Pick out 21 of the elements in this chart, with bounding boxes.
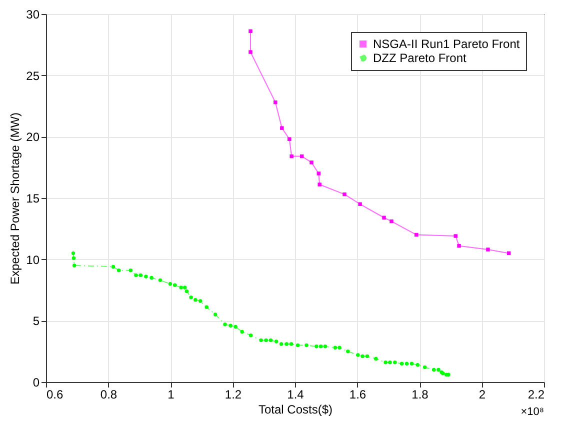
x-tick-label: 0.6 — [46, 388, 64, 402]
y-tick-label: 15 — [26, 192, 40, 206]
x-tick-label: 0.8 — [100, 388, 118, 402]
y-tick-label: 30 — [26, 8, 40, 22]
legend-label: DZZ Pareto Front — [373, 51, 468, 65]
legend-label: NSGA-II Run1 Pareto Front — [373, 37, 520, 51]
y-tick-label: 5 — [32, 314, 40, 328]
x-tick-label: 1.4 — [287, 388, 304, 402]
y-tick-label: 10 — [26, 252, 40, 267]
x-tick-label: 1 — [168, 388, 175, 402]
x-tick-label: 1.8 — [412, 388, 429, 402]
y-tick-label: 0 — [32, 376, 40, 390]
x-axis-title: Total Costs($) — [258, 402, 333, 416]
x-tick-label: 1.2 — [224, 388, 242, 402]
y-axis-title: Expected Power Shortage (MW) — [8, 112, 22, 285]
y-tick-label: 25 — [26, 68, 40, 83]
x-tick-label: 1.6 — [349, 388, 366, 402]
y-tick-label: 20 — [26, 130, 40, 144]
x-tick-label: 2.2 — [528, 388, 545, 402]
text: ×10⁸ — [520, 406, 544, 418]
x-tick-label: 2 — [478, 388, 486, 402]
